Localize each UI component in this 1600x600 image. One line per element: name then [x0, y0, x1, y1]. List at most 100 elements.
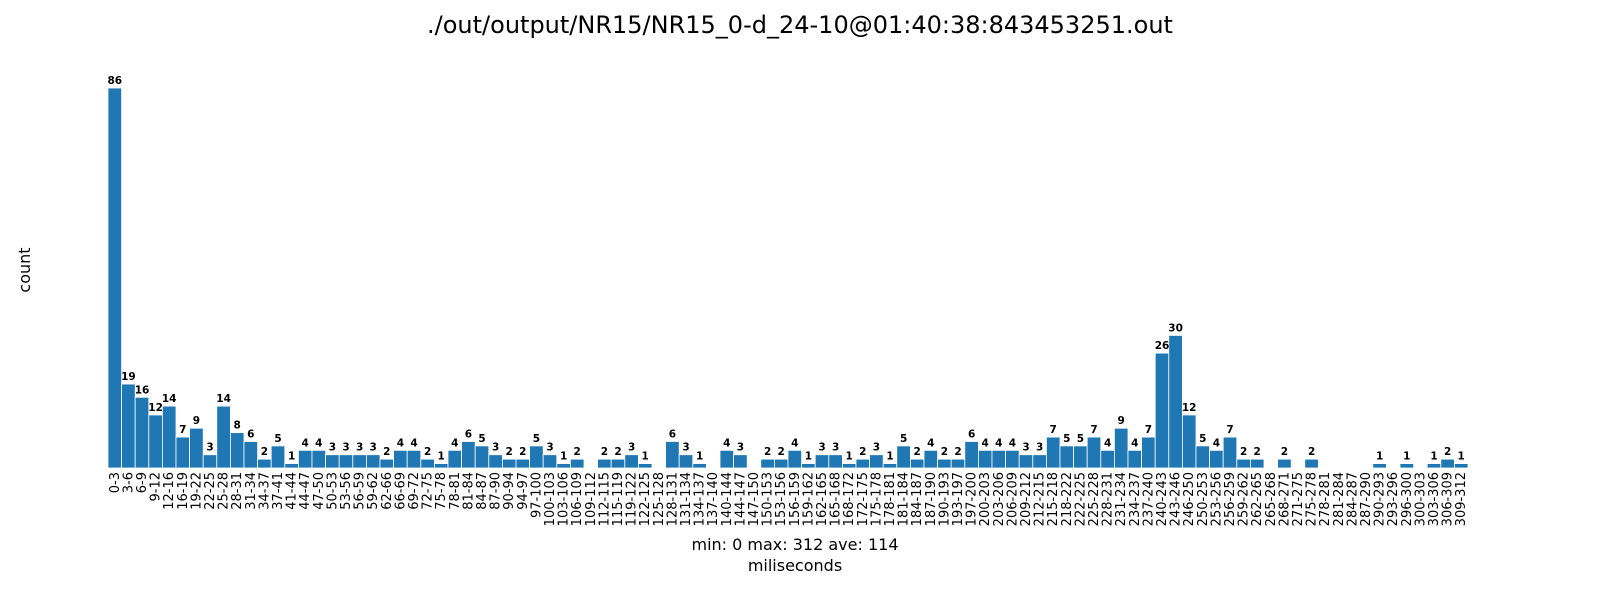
x-tick-label-78-81: 78-81: [448, 472, 463, 510]
bar-268-271: [1277, 458, 1292, 469]
bar-296-300: [1399, 463, 1415, 469]
value-label-225-228: 7: [1090, 424, 1097, 436]
value-label-81-84: 6: [465, 428, 472, 440]
value-label-175-178: 3: [873, 442, 880, 454]
x-tick-label-246-250: 246-250: [1182, 472, 1197, 526]
x-tick-label-197-200: 197-200: [965, 472, 980, 526]
x-tick-label-75-78: 75-78: [434, 472, 449, 510]
bar-69-72: [406, 449, 422, 469]
x-tick-label-144-147: 144-147: [733, 472, 748, 526]
bar-256-259: [1222, 436, 1238, 469]
bar-193-197: [950, 458, 966, 469]
value-label-106-109: 2: [574, 446, 581, 458]
value-label-231-234: 9: [1118, 415, 1125, 427]
x-tick-label-22-25: 22-25: [203, 472, 218, 510]
bar-6-9: [134, 396, 150, 469]
value-label-69-72: 4: [410, 437, 417, 449]
x-tick-label-59-62: 59-62: [366, 472, 381, 510]
bar-187-190: [923, 449, 939, 469]
x-tick-label-293-296: 293-296: [1386, 472, 1401, 526]
x-tick-label-56-59: 56-59: [353, 472, 368, 510]
bar-37-41: [270, 445, 286, 469]
bar-234-237: [1127, 449, 1143, 469]
bar-303-306: [1426, 463, 1442, 469]
x-tick-label-53-56: 53-56: [339, 472, 354, 510]
value-label-9-12: 12: [148, 402, 163, 414]
x-tick-label-231-234: 231-234: [1114, 472, 1129, 526]
x-tick-label-190-193: 190-193: [937, 472, 952, 526]
bar-156-159: [787, 449, 803, 469]
x-tick-label-0-3: 0-3: [108, 472, 123, 493]
bar-122-125: [638, 463, 653, 469]
value-label-250-253: 5: [1199, 433, 1206, 445]
x-tick-label-193-197: 193-197: [951, 472, 966, 526]
value-label-140-144: 4: [723, 437, 730, 449]
value-label-34-37: 2: [261, 446, 268, 458]
value-label-303-306: 1: [1430, 451, 1437, 463]
bar-275-278: [1304, 458, 1319, 469]
bar-47-50: [311, 449, 327, 469]
x-tick-label-94-97: 94-97: [516, 472, 531, 510]
bar-144-147: [733, 454, 748, 469]
bar-250-253: [1195, 445, 1211, 469]
value-label-256-259: 7: [1226, 424, 1233, 436]
x-tick-label-128-131: 128-131: [665, 472, 680, 526]
value-label-0-3: 86: [107, 75, 122, 87]
x-tick-label-31-34: 31-34: [244, 472, 259, 510]
bar-212-215: [1032, 454, 1047, 469]
x-tick-label-222-225: 222-225: [1073, 472, 1088, 526]
value-label-19-22: 9: [193, 415, 200, 427]
bar-190-193: [937, 458, 952, 469]
value-label-197-200: 6: [968, 428, 975, 440]
bar-66-69: [393, 449, 408, 469]
x-tick-label-250-253: 250-253: [1196, 472, 1211, 526]
value-label-234-237: 4: [1131, 437, 1138, 449]
x-tick-label-178-181: 178-181: [883, 472, 898, 526]
x-tick-label-181-184: 181-184: [897, 472, 912, 526]
x-tick-label-159-162: 159-162: [801, 472, 816, 526]
x-tick-label-290-293: 290-293: [1373, 472, 1388, 526]
x-tick-label-184-187: 184-187: [910, 472, 925, 526]
value-label-209-212: 3: [1022, 442, 1029, 454]
bar-112-115: [597, 458, 612, 469]
value-label-240-243: 26: [1155, 340, 1170, 352]
value-label-115-119: 2: [614, 446, 621, 458]
bar-290-293: [1372, 463, 1387, 469]
x-tick-label-12-16: 12-16: [162, 472, 177, 510]
bar-44-47: [297, 449, 313, 469]
bar-75-78: [433, 463, 449, 469]
bar-12-16: [161, 405, 177, 469]
x-tick-label-215-218: 215-218: [1046, 472, 1061, 526]
value-label-212-215: 3: [1036, 442, 1043, 454]
bar-150-153: [760, 458, 775, 469]
bar-181-184: [896, 445, 911, 469]
x-tick-label-303-306: 303-306: [1427, 472, 1442, 526]
bar-72-75: [420, 458, 435, 469]
x-tick-label-134-137: 134-137: [693, 472, 708, 526]
bars-group: [107, 87, 1469, 469]
bar-306-309: [1440, 458, 1455, 469]
x-tick-label-309-312: 309-312: [1454, 472, 1469, 526]
value-label-103-106: 1: [560, 451, 567, 463]
bar-34-37: [257, 458, 272, 469]
bar-84-87: [474, 445, 490, 469]
x-tick-label-131-134: 131-134: [679, 472, 694, 526]
bar-162-165: [814, 454, 830, 469]
x-tick-label-84-87: 84-87: [475, 472, 490, 510]
stats-text: min: 0 max: 312 ave: 114: [691, 535, 898, 554]
x-tick-label-28-31: 28-31: [230, 472, 245, 510]
value-label-156-159: 4: [791, 437, 798, 449]
value-label-66-69: 4: [397, 437, 404, 449]
bar-175-178: [869, 454, 884, 469]
value-label-56-59: 3: [356, 442, 363, 454]
x-tick-label-72-75: 72-75: [421, 472, 436, 510]
bar-262-265: [1250, 458, 1265, 469]
value-label-162-165: 3: [818, 442, 825, 454]
value-label-159-162: 1: [805, 451, 812, 463]
x-tick-label-237-240: 237-240: [1141, 472, 1156, 526]
bar-309-312: [1454, 463, 1469, 469]
x-tick-label-278-281: 278-281: [1318, 472, 1333, 526]
value-label-184-187: 2: [914, 446, 921, 458]
bar-41-44: [284, 463, 299, 469]
bar-178-181: [882, 463, 898, 469]
